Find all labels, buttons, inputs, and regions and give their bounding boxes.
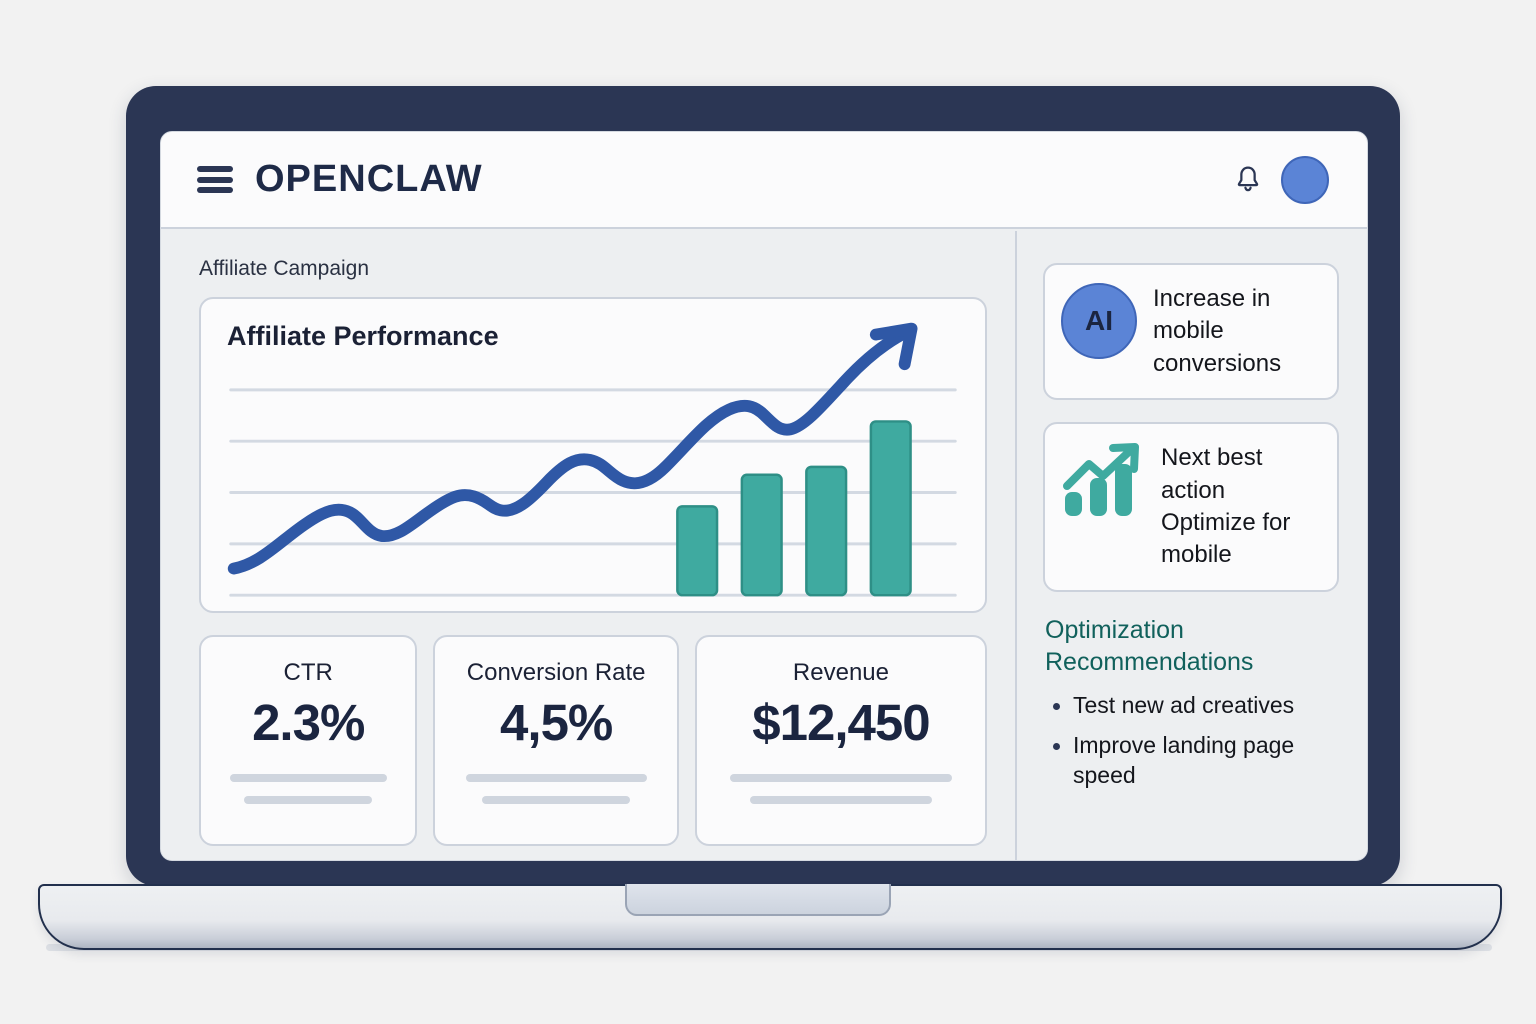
hamburger-bar xyxy=(197,176,233,183)
kpi-card-conversion-rate[interactable]: Conversion Rate 4,5% xyxy=(433,635,679,846)
kpi-label: CTR xyxy=(283,659,333,686)
kpi-card-ctr[interactable]: CTR 2.3% xyxy=(199,635,418,846)
kpi-row: CTR 2.3% Conversion Rate 4,5% xyxy=(199,635,987,846)
affiliate-performance-chart-card: Affiliate Performance xyxy=(199,297,987,613)
kpi-skeleton-lines xyxy=(219,774,397,844)
kpi-label: Conversion Rate xyxy=(466,659,646,686)
chart-bar xyxy=(869,420,912,597)
hamburger-menu-icon[interactable] xyxy=(197,166,233,193)
skeleton-line xyxy=(750,796,932,804)
ai-badge-icon: AI xyxy=(1061,283,1137,359)
kpi-skeleton-lines xyxy=(453,774,659,844)
insight-card-ai[interactable]: AI Increase in mobile conversions xyxy=(1043,263,1339,401)
skeleton-line xyxy=(465,774,647,782)
kpi-skeleton-lines xyxy=(715,774,967,844)
laptop-base-notch xyxy=(625,884,891,916)
insight-text: Next best action Optimize for mobile xyxy=(1161,444,1291,569)
header-actions xyxy=(1235,155,1329,204)
list-item[interactable]: Improve landing page speed xyxy=(1073,730,1339,791)
kpi-card-revenue[interactable]: Revenue $12,450 xyxy=(694,635,987,846)
chart-bars xyxy=(676,420,912,597)
skeleton-line xyxy=(730,774,952,782)
insight-card-next-best-action[interactable]: Next best action Optimize for mobile xyxy=(1043,422,1339,592)
chart-bar xyxy=(740,473,783,597)
hamburger-bar xyxy=(197,166,233,172)
chart-trend-line xyxy=(227,325,914,575)
trending-up-icon xyxy=(1063,443,1139,517)
laptop-screen: OPENCLAW Affiliate Campaign Affiliate Pe… xyxy=(160,131,1368,861)
app-header: OPENCLAW xyxy=(161,132,1367,229)
breadcrumb: Affiliate Campaign xyxy=(199,257,370,280)
skeleton-line xyxy=(482,796,631,804)
user-avatar[interactable] xyxy=(1281,155,1329,204)
optimization-recommendations-title: Optimization Recommendations xyxy=(1045,615,1254,676)
skeleton-line xyxy=(229,774,387,782)
app-body: Affiliate Campaign Affiliate Performance xyxy=(161,231,1367,860)
optimization-recommendations-list: Test new ad creatives Improve landing pa… xyxy=(1043,690,1339,791)
hamburger-bar xyxy=(197,187,233,193)
skeleton-line xyxy=(243,796,373,804)
bell-icon[interactable] xyxy=(1235,165,1261,195)
kpi-value: $12,450 xyxy=(752,694,930,751)
chart-bar xyxy=(805,465,848,597)
chart-trend-arrowhead xyxy=(869,322,918,371)
kpi-value: 4,5% xyxy=(500,694,613,751)
insight-text: Increase in mobile conversions xyxy=(1153,285,1282,377)
main-content-column: Affiliate Campaign Affiliate Performance xyxy=(161,231,1017,860)
list-item[interactable]: Test new ad creatives xyxy=(1073,690,1339,720)
kpi-value: 2.3% xyxy=(252,694,365,751)
affiliate-performance-chart xyxy=(227,322,957,597)
chart-bar xyxy=(676,505,719,597)
app-brand-title: OPENCLAW xyxy=(255,158,483,200)
kpi-label: Revenue xyxy=(792,659,889,686)
chart-title: Affiliate Performance xyxy=(227,321,499,351)
insights-sidebar: AI Increase in mobile conversions Next b… xyxy=(1017,231,1367,860)
